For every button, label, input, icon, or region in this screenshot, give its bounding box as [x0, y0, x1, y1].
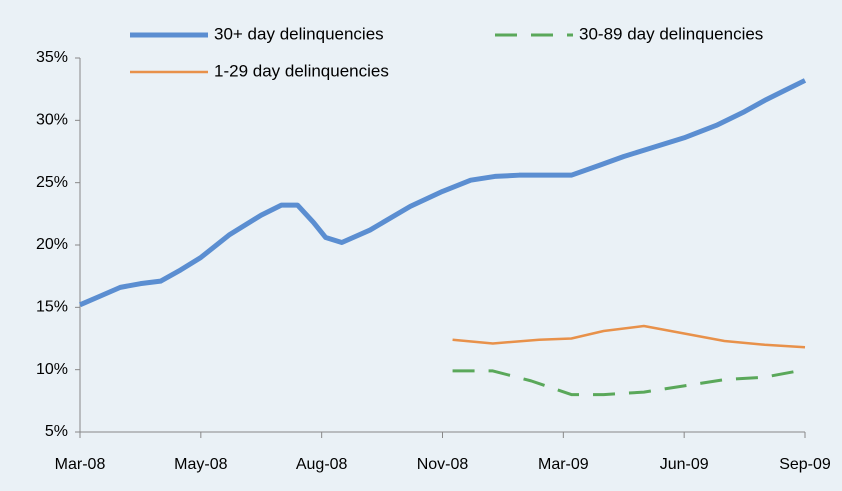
legend-label: 30+ day delinquencies: [214, 24, 384, 43]
x-tick-label: Sep-09: [779, 456, 831, 473]
series-line: [452, 324, 806, 349]
series-line: [79, 78, 807, 308]
x-tick-label: Aug-08: [296, 456, 348, 473]
y-tick-label: 5%: [45, 423, 68, 440]
y-tick-label: 10%: [36, 361, 68, 378]
x-tick-label: Nov-08: [417, 456, 469, 473]
y-tick-label: 25%: [36, 174, 68, 191]
x-tick-label: Jun-09: [660, 456, 709, 473]
x-tick-label: Mar-08: [55, 456, 106, 473]
series-line: [452, 368, 806, 397]
y-tick-label: 30%: [36, 112, 68, 129]
x-tick-label: Mar-09: [538, 456, 589, 473]
legend-label: 1-29 day delinquencies: [214, 61, 389, 80]
y-tick-label: 35%: [36, 49, 68, 66]
x-tick-label: May-08: [174, 456, 227, 473]
legend-label: 30-89 day delinquencies: [579, 24, 763, 43]
y-tick-label: 20%: [36, 236, 68, 253]
y-tick-label: 15%: [36, 299, 68, 316]
